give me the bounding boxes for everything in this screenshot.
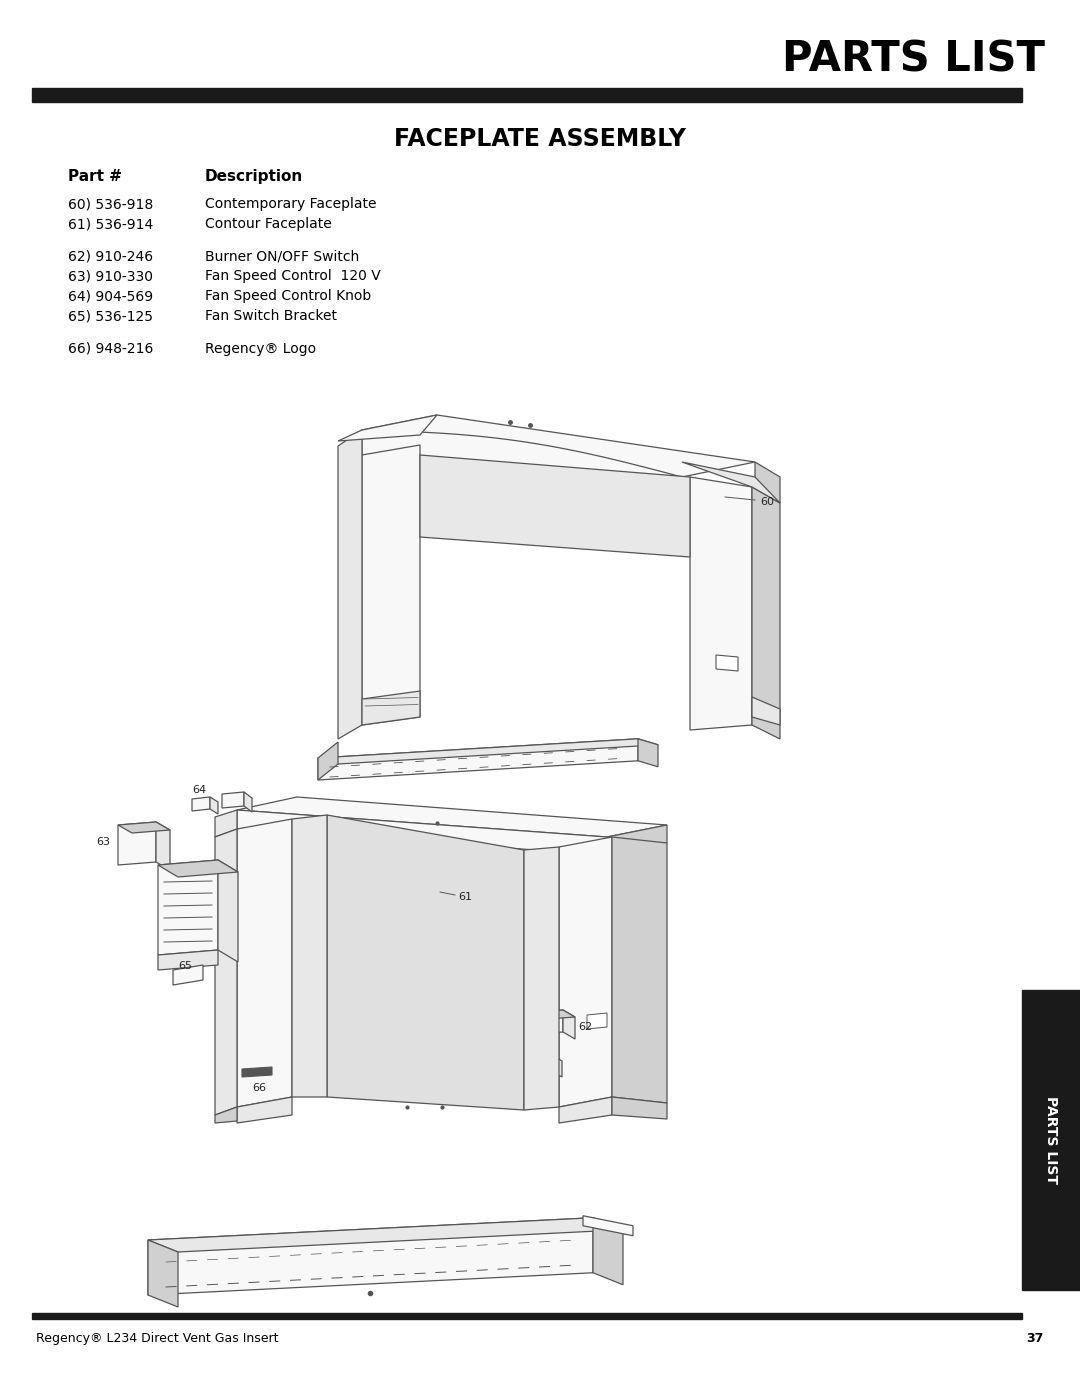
Polygon shape xyxy=(118,821,170,833)
Polygon shape xyxy=(690,476,752,731)
Polygon shape xyxy=(338,415,437,441)
Text: Contemporary Faceplate: Contemporary Faceplate xyxy=(205,197,377,211)
Polygon shape xyxy=(244,792,252,812)
Text: 64: 64 xyxy=(192,785,206,795)
Polygon shape xyxy=(338,430,362,739)
Polygon shape xyxy=(593,1218,623,1285)
Text: Contour Faceplate: Contour Faceplate xyxy=(205,217,332,231)
Text: 66) 948-216: 66) 948-216 xyxy=(68,342,153,356)
Polygon shape xyxy=(318,742,338,780)
Text: Fan Speed Control Knob: Fan Speed Control Knob xyxy=(205,289,372,303)
Polygon shape xyxy=(362,415,755,476)
Text: FACEPLATE ASSEMBLY: FACEPLATE ASSEMBLY xyxy=(394,127,686,151)
Polygon shape xyxy=(530,1055,552,1073)
Text: PARTS LIST: PARTS LIST xyxy=(782,39,1045,81)
Text: 62) 910-246: 62) 910-246 xyxy=(68,249,153,263)
Text: 64) 904-569: 64) 904-569 xyxy=(68,289,153,303)
Polygon shape xyxy=(612,837,667,1104)
Polygon shape xyxy=(118,821,156,865)
Text: 63: 63 xyxy=(96,837,110,847)
Text: Fan Speed Control  120 V: Fan Speed Control 120 V xyxy=(205,270,381,284)
Polygon shape xyxy=(681,462,780,503)
Bar xyxy=(1022,990,1080,1289)
Polygon shape xyxy=(292,814,327,1097)
Bar xyxy=(32,1313,1022,1319)
Text: 62: 62 xyxy=(578,1023,592,1032)
Text: 61) 536-914: 61) 536-914 xyxy=(68,217,153,231)
Polygon shape xyxy=(158,861,238,877)
Polygon shape xyxy=(638,739,658,767)
Polygon shape xyxy=(237,819,292,1106)
Text: PARTS LIST: PARTS LIST xyxy=(1044,1097,1058,1185)
Polygon shape xyxy=(237,1097,292,1123)
Text: 63) 910-330: 63) 910-330 xyxy=(68,270,153,284)
Text: 65: 65 xyxy=(178,961,192,971)
Text: 65) 536-125: 65) 536-125 xyxy=(68,309,153,323)
Polygon shape xyxy=(607,826,667,855)
Text: 60: 60 xyxy=(760,497,774,507)
Polygon shape xyxy=(612,1097,667,1119)
Polygon shape xyxy=(552,1055,562,1077)
Polygon shape xyxy=(563,1010,575,1039)
Polygon shape xyxy=(237,810,607,855)
Text: 66: 66 xyxy=(252,1083,266,1092)
Polygon shape xyxy=(362,446,420,725)
Polygon shape xyxy=(524,847,559,1111)
Polygon shape xyxy=(535,1010,563,1034)
Text: Regency® Logo: Regency® Logo xyxy=(205,342,316,356)
Polygon shape xyxy=(318,739,658,764)
Polygon shape xyxy=(752,697,780,725)
Text: Part #: Part # xyxy=(68,169,122,184)
Text: 60) 536-918: 60) 536-918 xyxy=(68,197,153,211)
Polygon shape xyxy=(192,798,210,812)
Polygon shape xyxy=(222,792,244,807)
Text: 37: 37 xyxy=(1027,1331,1044,1345)
Bar xyxy=(32,88,1022,102)
Polygon shape xyxy=(158,861,218,956)
Polygon shape xyxy=(218,861,238,963)
Polygon shape xyxy=(210,798,218,814)
Text: Description: Description xyxy=(205,169,303,184)
Polygon shape xyxy=(215,810,237,837)
Polygon shape xyxy=(158,950,218,970)
Polygon shape xyxy=(327,814,524,1111)
Polygon shape xyxy=(215,828,237,1115)
Polygon shape xyxy=(148,1218,623,1252)
Text: Regency® L234 Direct Vent Gas Insert: Regency® L234 Direct Vent Gas Insert xyxy=(36,1331,279,1345)
Text: Burner ON/OFF Switch: Burner ON/OFF Switch xyxy=(205,249,360,263)
Polygon shape xyxy=(716,655,738,671)
Polygon shape xyxy=(237,798,667,837)
Polygon shape xyxy=(535,1010,575,1018)
Polygon shape xyxy=(559,1097,612,1123)
Polygon shape xyxy=(148,1241,178,1308)
Polygon shape xyxy=(148,1218,593,1295)
Polygon shape xyxy=(420,455,690,557)
Polygon shape xyxy=(215,1106,237,1123)
Polygon shape xyxy=(588,1013,607,1030)
Polygon shape xyxy=(559,837,612,1106)
Polygon shape xyxy=(242,1067,272,1077)
Polygon shape xyxy=(318,739,638,780)
Text: Fan Switch Bracket: Fan Switch Bracket xyxy=(205,309,337,323)
Polygon shape xyxy=(755,462,780,503)
Polygon shape xyxy=(752,488,780,739)
Polygon shape xyxy=(173,965,203,985)
Polygon shape xyxy=(583,1215,633,1236)
Polygon shape xyxy=(362,692,420,725)
Polygon shape xyxy=(156,821,170,870)
Polygon shape xyxy=(362,430,681,482)
Text: 61: 61 xyxy=(458,893,472,902)
